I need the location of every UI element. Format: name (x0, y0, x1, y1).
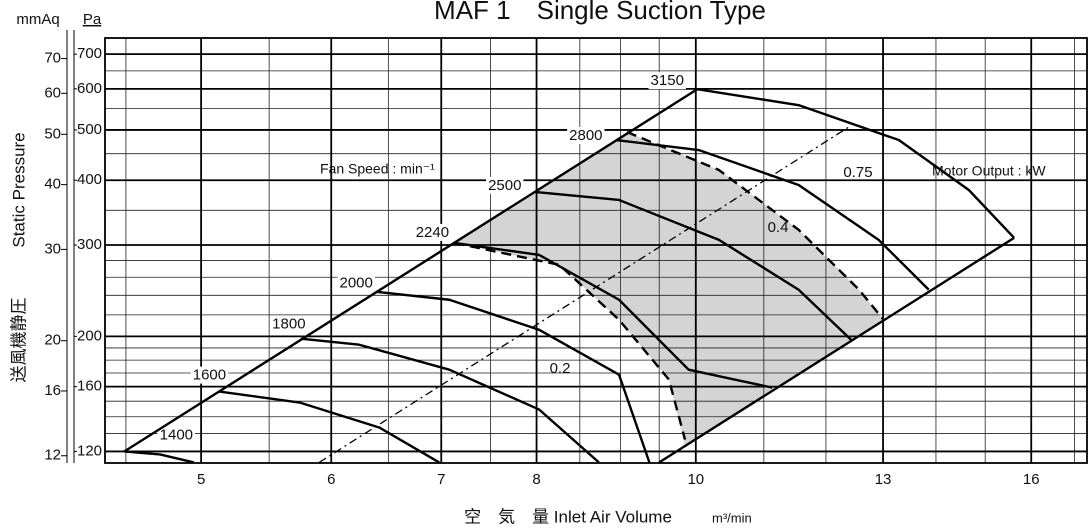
y-tick-label: 120 (77, 442, 102, 459)
curve (454, 241, 773, 389)
plot-frame (104, 37, 1088, 464)
y2-unit: mmAq (16, 11, 59, 28)
y-tick-label: 500 (77, 121, 102, 138)
curve (454, 241, 687, 440)
curve (534, 190, 852, 341)
curve-label: 1600 (193, 367, 226, 384)
curve-label-bg (567, 127, 605, 145)
y2-tick-label: 30 (44, 240, 61, 257)
curve-label-bg (157, 426, 196, 444)
curve (300, 337, 600, 464)
curve-label-bg (270, 315, 308, 333)
curve-label: 2240 (416, 224, 449, 241)
curve-label: 2800 (569, 127, 602, 144)
y2-tick-label: 20 (44, 332, 61, 349)
y-axis-label-ja: 送風機静圧 (9, 298, 28, 383)
curve-label-bg (190, 366, 229, 384)
x-tick-label: 8 (532, 471, 540, 488)
x-tick-label: 7 (437, 471, 445, 488)
curve-label-bg (648, 72, 686, 90)
curve (615, 138, 930, 291)
curve-label: 1800 (272, 316, 305, 333)
curve-label-bg (486, 176, 524, 194)
x-axis-unit: m³/min (712, 510, 752, 525)
y-tick-label: 400 (77, 171, 102, 188)
curve (318, 126, 850, 463)
curve-label: 2000 (339, 275, 372, 292)
y2-tick-label: 16 (44, 382, 61, 399)
y2-tick-label: 50 (44, 125, 61, 142)
power-value-label: 0.75 (843, 164, 872, 181)
y2-tick-label: 40 (44, 176, 61, 193)
y-tick-label: 200 (77, 327, 102, 344)
x-tick-label: 13 (875, 471, 892, 488)
power-value-label: 0.2 (550, 360, 571, 377)
x-axis-label: 空 気 量 Inlet Air Volume (464, 507, 672, 526)
y-tick-label: 700 (77, 45, 102, 62)
chart-title: MAF 1 Single Suction Type (434, 0, 766, 25)
curve (658, 236, 1015, 464)
curve-label-bg (337, 274, 375, 292)
curve-label: 1400 (160, 426, 193, 443)
x-tick-label: 10 (687, 471, 704, 488)
y-unit: Pa (83, 11, 102, 28)
power-label: Motor Output : kW (932, 163, 1046, 179)
x-tick-label: 6 (327, 471, 335, 488)
curve (124, 450, 195, 464)
y-tick-label: 160 (77, 378, 102, 395)
curve-label: 3150 (651, 72, 684, 89)
x-tick-label: 16 (1023, 471, 1040, 488)
curve-label: 2500 (488, 177, 521, 194)
curve (219, 390, 440, 464)
y-axis-label: Static Pressure (9, 132, 28, 247)
speed-label: Fan Speed : min⁻¹ (320, 161, 435, 177)
y-tick-label: 300 (77, 236, 102, 253)
y-tick-label: 600 (77, 80, 102, 97)
curve (123, 88, 698, 453)
curve (376, 290, 651, 463)
curve (697, 88, 1015, 239)
power-value-label: 0.4 (768, 219, 789, 236)
curve (626, 130, 885, 321)
y2-tick-label: 70 (44, 50, 61, 67)
y2-tick-label: 60 (44, 84, 61, 101)
curve-label-bg (413, 223, 452, 241)
y2-tick-label: 12 (44, 447, 61, 464)
x-tick-label: 5 (197, 471, 205, 488)
